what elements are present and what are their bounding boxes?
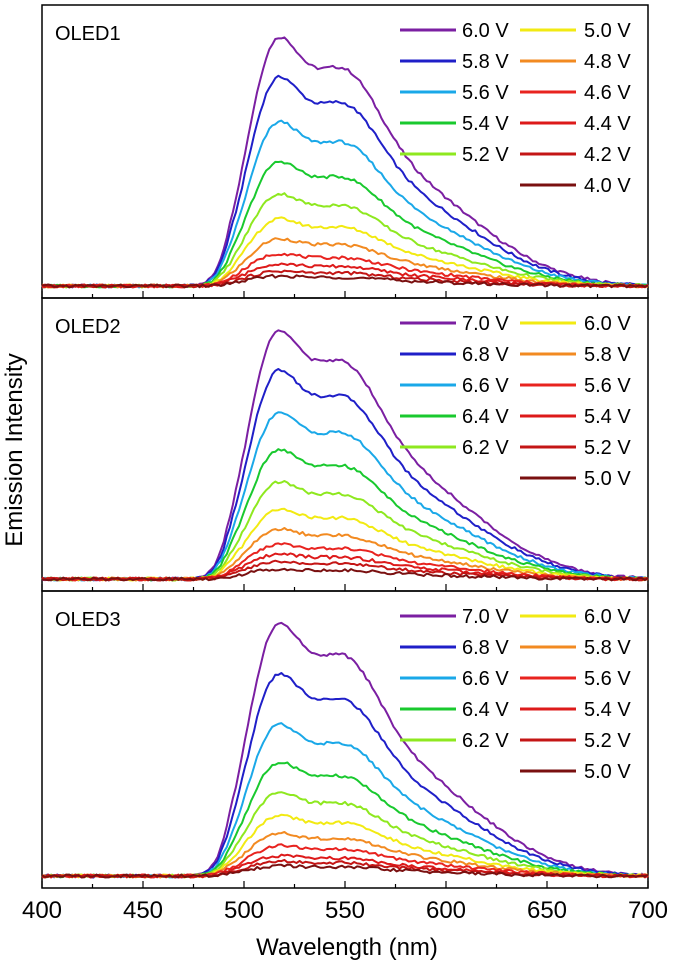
series-line-5-0-V — [42, 567, 649, 582]
legend-label: 6.8 V — [462, 637, 509, 659]
legend-label: 5.0 V — [584, 20, 631, 42]
series-line-6-4-V — [41, 448, 649, 582]
x-tick-label: 700 — [628, 897, 668, 924]
legend-item: 5.0 V — [520, 761, 631, 783]
legend-item: 6.2 V — [400, 730, 509, 752]
legend-item: 6.4 V — [400, 699, 509, 721]
legend-label: 5.4 V — [584, 699, 631, 721]
legend-label: 4.2 V — [584, 144, 631, 166]
series-line-5-0-V — [41, 863, 649, 879]
series-line-6-0-V — [41, 36, 649, 289]
legend-label: 4.8 V — [584, 51, 631, 73]
legend-item: 6.0 V — [520, 606, 631, 628]
legend-item: 5.6 V — [400, 82, 509, 104]
panel-label: OLED3 — [55, 609, 121, 631]
panel-oled2: OLED2 7.0 V 6.8 V 6.6 V 6.4 V 6.2 V 6.0 V 5.8 V… — [41, 297, 649, 592]
legend-item: 6.8 V — [400, 344, 509, 366]
x-tick-label: 550 — [325, 897, 365, 924]
legend-item: 5.0 V — [520, 20, 631, 42]
legend-item: 4.8 V — [520, 51, 631, 73]
legend-label: 7.0 V — [462, 606, 509, 628]
legend-item: 6.6 V — [400, 375, 509, 397]
legend-label: 5.6 V — [462, 82, 509, 104]
panel-label: OLED2 — [55, 316, 121, 338]
legend-label: 6.0 V — [584, 606, 631, 628]
series-line-4-0-V — [41, 273, 649, 289]
legend: 7.0 V 6.8 V 6.6 V 6.4 V 6.2 V 6.0 V 5.8 V 5.6 V… — [400, 606, 631, 783]
panel-label: OLED1 — [55, 23, 121, 45]
legend-label: 7.0 V — [462, 313, 509, 335]
legend-item: 5.4 V — [520, 699, 631, 721]
legend-label: 5.0 V — [584, 761, 631, 783]
legend-item: 5.2 V — [520, 730, 631, 752]
legend-label: 6.6 V — [462, 668, 509, 690]
legend-item: 4.6 V — [520, 82, 631, 104]
legend-label: 4.0 V — [584, 175, 631, 197]
legend-label: 5.2 V — [584, 730, 631, 752]
panel-oled1: OLED1 6.0 V 5.8 V 5.6 V 5.4 V 5.2 V 5.0 V 4.8 V… — [41, 4, 649, 299]
legend-label: 5.6 V — [584, 375, 631, 397]
series-line-6-6-V — [42, 722, 649, 879]
x-axis-title: Wavelength (nm) — [256, 934, 438, 961]
legend-label: 6.0 V — [462, 20, 509, 42]
panel-oled3: OLED3 7.0 V 6.8 V 6.6 V 6.4 V 6.2 V 6.0 V 5.8 V… — [41, 590, 649, 889]
legend-label: 6.4 V — [462, 699, 509, 721]
x-tick-label: 400 — [22, 897, 62, 924]
x-axis: 400 450 500 550 600 650 700 — [22, 897, 668, 924]
legend-item: 5.8 V — [400, 51, 509, 73]
series-line-7-0-V — [41, 329, 649, 582]
legend-item: 6.8 V — [400, 637, 509, 659]
legend-item: 7.0 V — [400, 606, 509, 628]
legend-label: 5.4 V — [462, 113, 509, 135]
legend-label: 5.4 V — [584, 406, 631, 428]
legend-label: 5.6 V — [584, 668, 631, 690]
legend-item: 5.8 V — [520, 344, 631, 366]
legend-label: 5.8 V — [584, 344, 631, 366]
legend-label: 5.2 V — [584, 437, 631, 459]
series-line-5-4-V — [41, 160, 649, 289]
x-tick-label: 600 — [426, 897, 466, 924]
panels-layer: OLED1 6.0 V 5.8 V 5.6 V 5.4 V 5.2 V 5.0 V 4.8 V… — [41, 4, 649, 889]
legend-label: 6.2 V — [462, 437, 509, 459]
legend-item: 4.4 V — [520, 113, 631, 135]
legend-item: 6.6 V — [400, 668, 509, 690]
legend-item: 5.6 V — [520, 375, 631, 397]
legend-label: 5.0 V — [584, 468, 631, 490]
y-axis-title: Emission Intensity — [1, 353, 28, 546]
legend-item: 6.2 V — [400, 437, 509, 459]
legend-item: 5.4 V — [520, 406, 631, 428]
legend-item: 6.4 V — [400, 406, 509, 428]
legend-label: 4.6 V — [584, 82, 631, 104]
legend-item: 7.0 V — [400, 313, 509, 335]
legend-item: 4.2 V — [520, 144, 631, 166]
legend-item: 5.4 V — [400, 113, 509, 135]
legend-item: 4.0 V — [520, 175, 631, 197]
panel-frame — [41, 4, 649, 299]
legend-label: 5.8 V — [462, 51, 509, 73]
legend-item: 6.0 V — [400, 20, 509, 42]
legend-label: 5.8 V — [584, 637, 631, 659]
x-tick-label: 450 — [123, 897, 163, 924]
legend: 7.0 V 6.8 V 6.6 V 6.4 V 6.2 V 6.0 V 5.8 V 5.6 V… — [400, 313, 631, 490]
x-tick-label: 650 — [527, 897, 567, 924]
legend-label: 4.4 V — [584, 113, 631, 135]
legend-label: 6.4 V — [462, 406, 509, 428]
legend: 6.0 V 5.8 V 5.6 V 5.4 V 5.2 V 5.0 V 4.8 V 4.6 V… — [400, 20, 631, 197]
legend-item: 5.2 V — [520, 437, 631, 459]
series-line-6-8-V — [41, 368, 648, 582]
legend-label: 6.2 V — [462, 730, 509, 752]
legend-label: 5.2 V — [462, 144, 509, 166]
legend-label: 6.8 V — [462, 344, 509, 366]
legend-label: 6.6 V — [462, 375, 509, 397]
legend-item: 5.8 V — [520, 637, 631, 659]
legend-item: 5.2 V — [400, 144, 509, 166]
legend-item: 5.6 V — [520, 668, 631, 690]
legend-label: 6.0 V — [584, 313, 631, 335]
legend-item: 5.0 V — [520, 468, 631, 490]
x-tick-label: 500 — [224, 897, 264, 924]
legend-item: 6.0 V — [520, 313, 631, 335]
series-line-5-8-V — [41, 74, 649, 289]
